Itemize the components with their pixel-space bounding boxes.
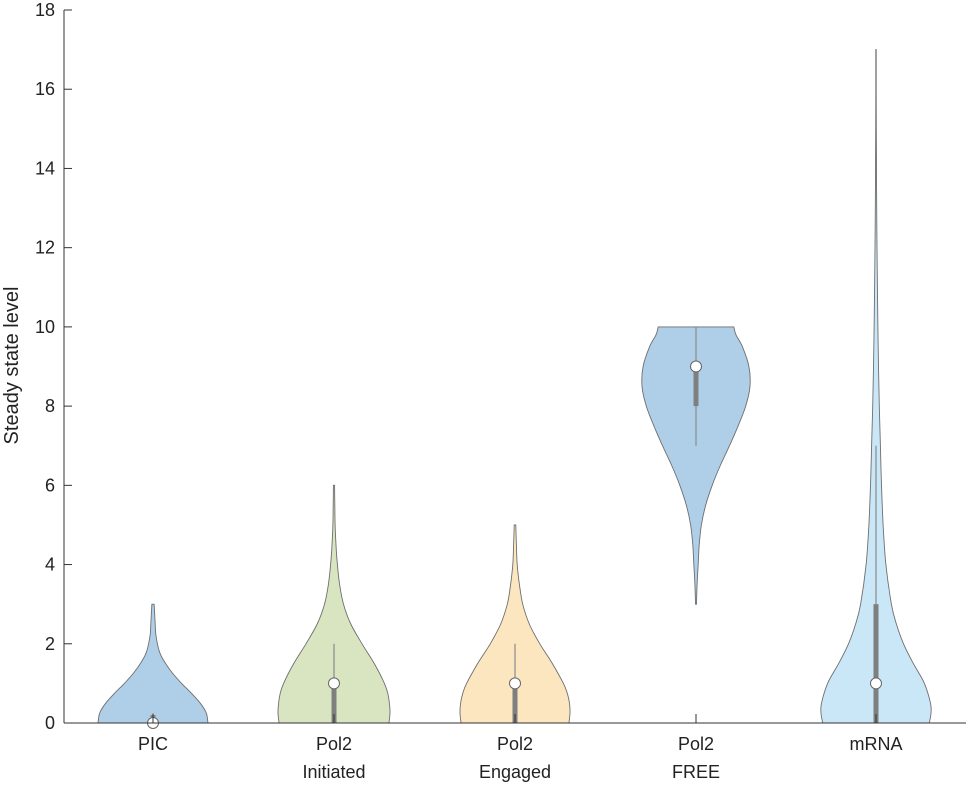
y-tick-label: 8	[45, 396, 55, 416]
x-tick-label: Pol2	[678, 734, 714, 754]
y-tick-label: 12	[35, 238, 55, 258]
violin-body	[97, 603, 209, 724]
y-tick-label: 14	[35, 158, 55, 178]
violin-body	[277, 484, 391, 724]
violin-body	[459, 524, 571, 724]
x-tick-label: Pol2	[316, 734, 352, 754]
violin-group	[820, 49, 932, 724]
violin-iqr-box	[873, 604, 879, 723]
violins	[97, 49, 932, 729]
y-tick-label: 18	[35, 0, 55, 20]
violin-group	[459, 524, 571, 724]
violin-body	[820, 49, 932, 724]
violin-median-marker	[328, 677, 340, 690]
violin-group	[97, 603, 209, 729]
y-tick-label: 6	[45, 475, 55, 495]
y-tick-label: 0	[45, 713, 55, 733]
x-tick-label: PIC	[138, 734, 168, 754]
y-tick-label: 10	[35, 317, 55, 337]
x-tick-label: Pol2	[497, 734, 533, 754]
y-ticks: 0 2 4 6 8 10 12 14 16 18	[35, 0, 72, 733]
x-tick-labels: PIC Pol2 Initiated Pol2 Engaged Pol2 FREE mRNA	[138, 714, 903, 782]
y-tick-label: 2	[45, 634, 55, 654]
y-tick-label: 4	[45, 555, 55, 575]
violin-median-marker	[870, 677, 882, 690]
x-tick-label: Initiated	[302, 762, 365, 782]
x-tick-label: Engaged	[479, 762, 551, 782]
violin-iqr-box	[693, 366, 699, 407]
violin-median-marker	[509, 677, 521, 690]
violin-group	[641, 326, 751, 605]
x-tick-label: FREE	[672, 762, 720, 782]
y-tick-label: 16	[35, 79, 55, 99]
violin-group	[277, 484, 391, 724]
violin-body	[641, 326, 751, 605]
y-axis-label: Steady state level	[1, 287, 23, 445]
x-tick-label: mRNA	[850, 734, 903, 754]
violin-median-marker	[690, 360, 702, 373]
violin-iqr-box	[331, 683, 337, 723]
violin-iqr-box	[512, 683, 518, 723]
